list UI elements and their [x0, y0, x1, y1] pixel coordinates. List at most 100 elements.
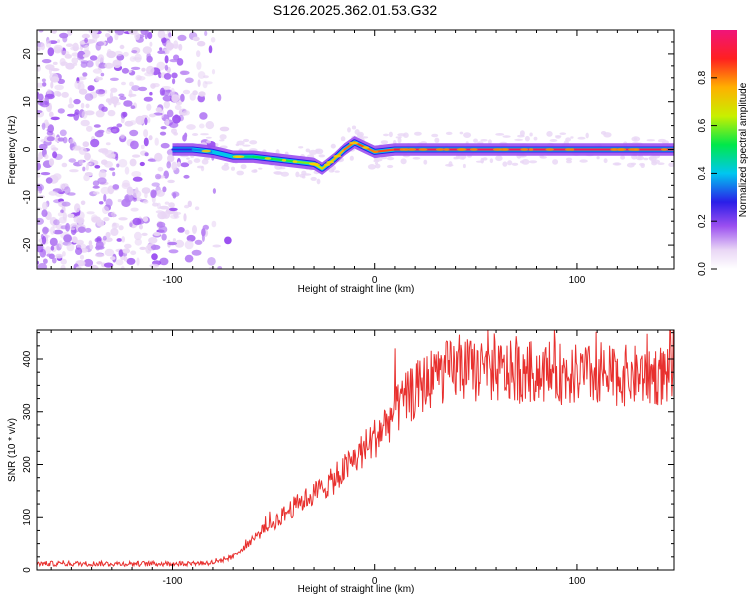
noise-blob — [132, 190, 142, 199]
noise-blob — [107, 35, 113, 44]
noise-blob — [124, 193, 134, 203]
noise-blob — [139, 161, 145, 167]
noise-blob — [84, 152, 91, 161]
halo-blob — [640, 163, 645, 168]
y-tick-label: 200 — [22, 456, 33, 473]
noise-blob — [57, 137, 65, 142]
noise-blob — [205, 121, 215, 130]
noise-blob — [110, 256, 116, 260]
noise-blob — [57, 78, 65, 84]
noise-blob — [51, 30, 57, 34]
snr-frame — [36, 329, 675, 571]
halo-blob — [253, 169, 258, 173]
halo-blob — [301, 175, 306, 179]
halo-blob — [349, 155, 354, 161]
halo-blob — [205, 136, 212, 139]
halo-blob — [206, 140, 212, 144]
halo-blob — [559, 132, 567, 135]
y-tick-label: 400 — [22, 350, 33, 367]
figure-title: S126.2025.362.01.53.G32 — [273, 2, 437, 18]
noise-blob — [202, 80, 208, 89]
halo-blob — [596, 156, 600, 160]
noise-blob — [192, 225, 197, 234]
noise-blob — [116, 123, 123, 128]
halo-blob — [386, 156, 395, 161]
noise-blob — [43, 258, 48, 264]
noise-blob — [82, 141, 90, 148]
noise-blob — [60, 264, 66, 269]
noise-blob — [84, 93, 94, 101]
noise-blob — [80, 60, 89, 64]
ridge-blip — [545, 148, 554, 151]
noise-blob — [95, 89, 106, 95]
ridge-blip — [469, 148, 478, 151]
halo-blob — [249, 140, 258, 145]
noise-blob — [139, 246, 147, 250]
noise-blob — [53, 219, 60, 226]
noise-blob — [92, 191, 100, 195]
halo-blob — [657, 162, 665, 165]
halo-blob — [242, 144, 251, 147]
noise-blob — [123, 51, 129, 57]
noise-blob — [144, 117, 148, 126]
noise-blob — [130, 66, 141, 70]
noise-blob — [171, 191, 180, 197]
noise-blob — [160, 126, 167, 130]
noise-blob — [37, 93, 44, 101]
ridge-blip — [264, 157, 272, 160]
ridge-blip — [617, 148, 627, 151]
noise-blob — [89, 158, 94, 166]
noise-blob — [126, 257, 136, 265]
noise-blob — [196, 50, 201, 58]
noise-blob — [78, 159, 84, 166]
noise-blob — [71, 57, 79, 64]
noise-blob — [199, 112, 208, 120]
ridge-outer — [172, 136, 674, 175]
noise-blob — [143, 129, 149, 138]
noise-blob — [136, 76, 146, 81]
noise-blob — [157, 50, 166, 54]
noise-blob — [53, 90, 61, 97]
halo-blob — [414, 131, 422, 136]
halo-blob — [298, 146, 304, 149]
ridge-blip — [498, 148, 509, 151]
noise-blob — [183, 174, 190, 179]
noise-blob — [132, 176, 143, 182]
noise-blob — [57, 212, 64, 217]
noise-blob — [184, 240, 194, 250]
noise-blob — [60, 258, 67, 265]
noise-blob — [102, 206, 110, 215]
noise-blob — [116, 238, 123, 242]
noise-blob — [77, 50, 86, 60]
noise-blob — [129, 129, 139, 137]
noise-blob — [109, 167, 115, 171]
noise-blob — [88, 240, 93, 247]
halo-blob — [280, 171, 289, 177]
noise-blob — [63, 234, 72, 243]
noise-blobs — [37, 30, 232, 269]
noise-blob — [131, 85, 141, 92]
halo-blob — [374, 157, 383, 162]
noise-blob — [135, 115, 145, 125]
x-tick-label: 0 — [372, 576, 378, 587]
noise-blob — [94, 165, 101, 169]
halo-blob — [305, 148, 310, 153]
noise-blob — [69, 169, 79, 173]
noise-blob — [130, 105, 136, 109]
halo-blob — [387, 164, 394, 169]
noise-blob — [50, 245, 55, 251]
halo-blob — [646, 139, 656, 142]
colorbar-tick-label: 0.6 — [697, 118, 708, 132]
noise-blob — [52, 151, 58, 159]
noise-blob — [189, 92, 196, 101]
noise-blob — [211, 220, 217, 228]
ridge-blip — [333, 154, 342, 158]
noise-blob — [219, 134, 227, 140]
noise-blob — [122, 179, 130, 188]
noise-blob — [132, 154, 141, 158]
noise-blob — [194, 206, 200, 211]
halo-blob — [388, 131, 393, 138]
noise-blob — [152, 202, 159, 207]
noise-blob — [95, 59, 100, 67]
noise-blob — [148, 135, 153, 141]
